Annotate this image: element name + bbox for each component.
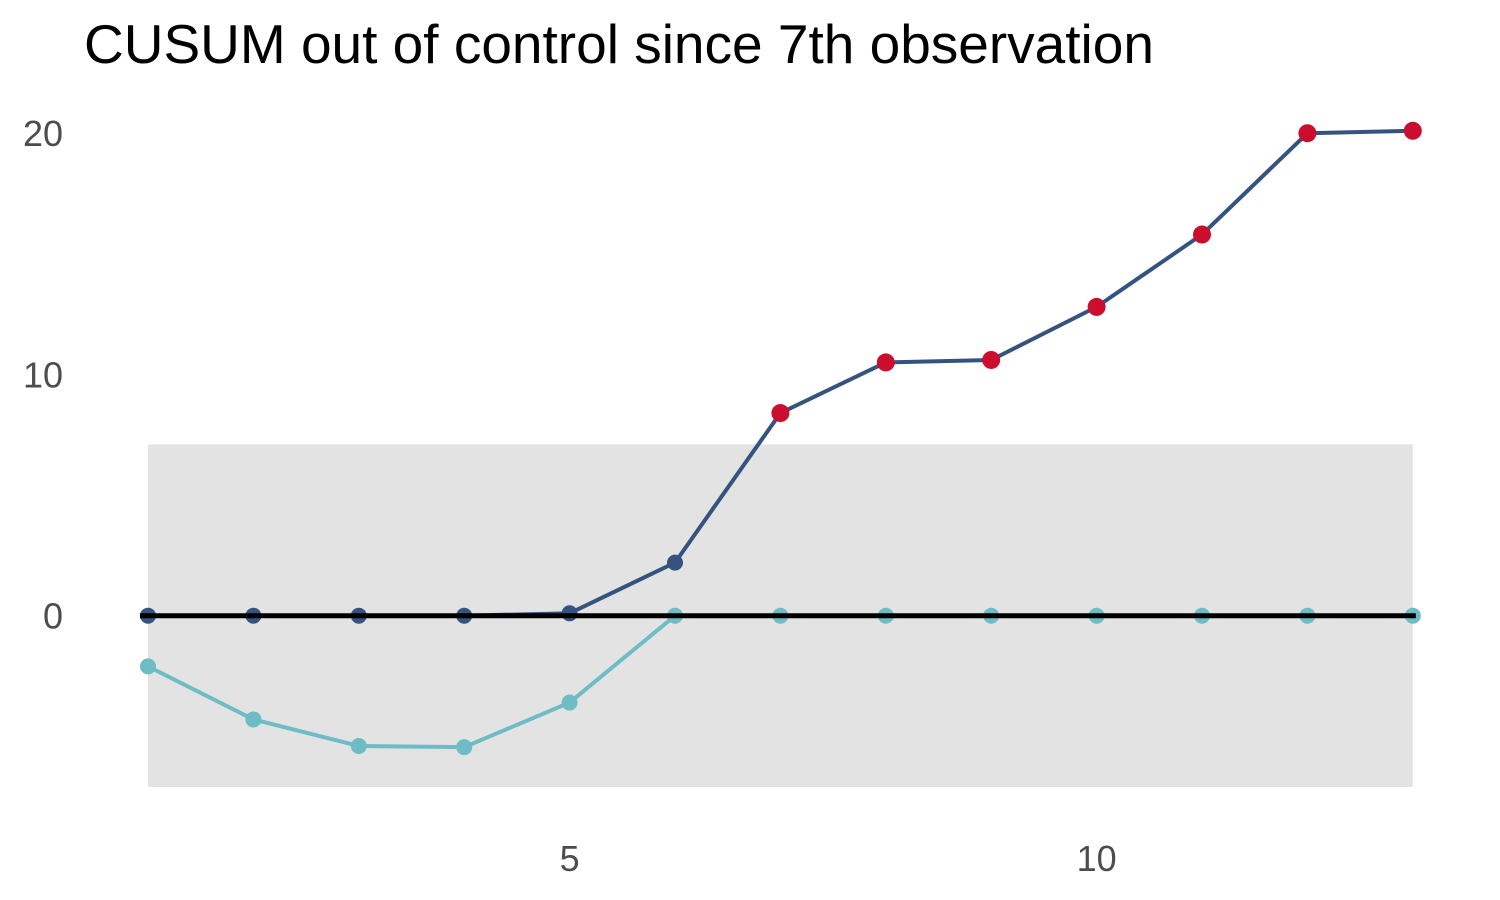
- out-of-control-point: [771, 404, 790, 423]
- y-tick-label: 0: [43, 596, 63, 637]
- lower-cusum-point: [245, 711, 262, 728]
- chart-title: CUSUM out of control since 7th observati…: [84, 13, 1154, 75]
- lower-cusum-point: [561, 694, 578, 711]
- out-of-control-point: [1087, 297, 1106, 316]
- y-tick-label: 20: [23, 113, 63, 154]
- y-tick-label: 10: [23, 354, 63, 395]
- x-tick-label: 10: [1077, 838, 1117, 879]
- lower-cusum-point: [140, 658, 156, 675]
- lower-cusum-point: [350, 737, 367, 754]
- out-of-control-point: [982, 350, 1001, 369]
- lower-cusum-point: [456, 739, 473, 756]
- out-of-control-point: [1193, 225, 1211, 244]
- upper-cusum-point: [667, 554, 683, 571]
- out-of-control-point: [1403, 121, 1422, 140]
- x-tick-label: 5: [560, 838, 580, 879]
- out-of-control-point: [876, 353, 895, 372]
- out-of-control-point: [1298, 124, 1317, 143]
